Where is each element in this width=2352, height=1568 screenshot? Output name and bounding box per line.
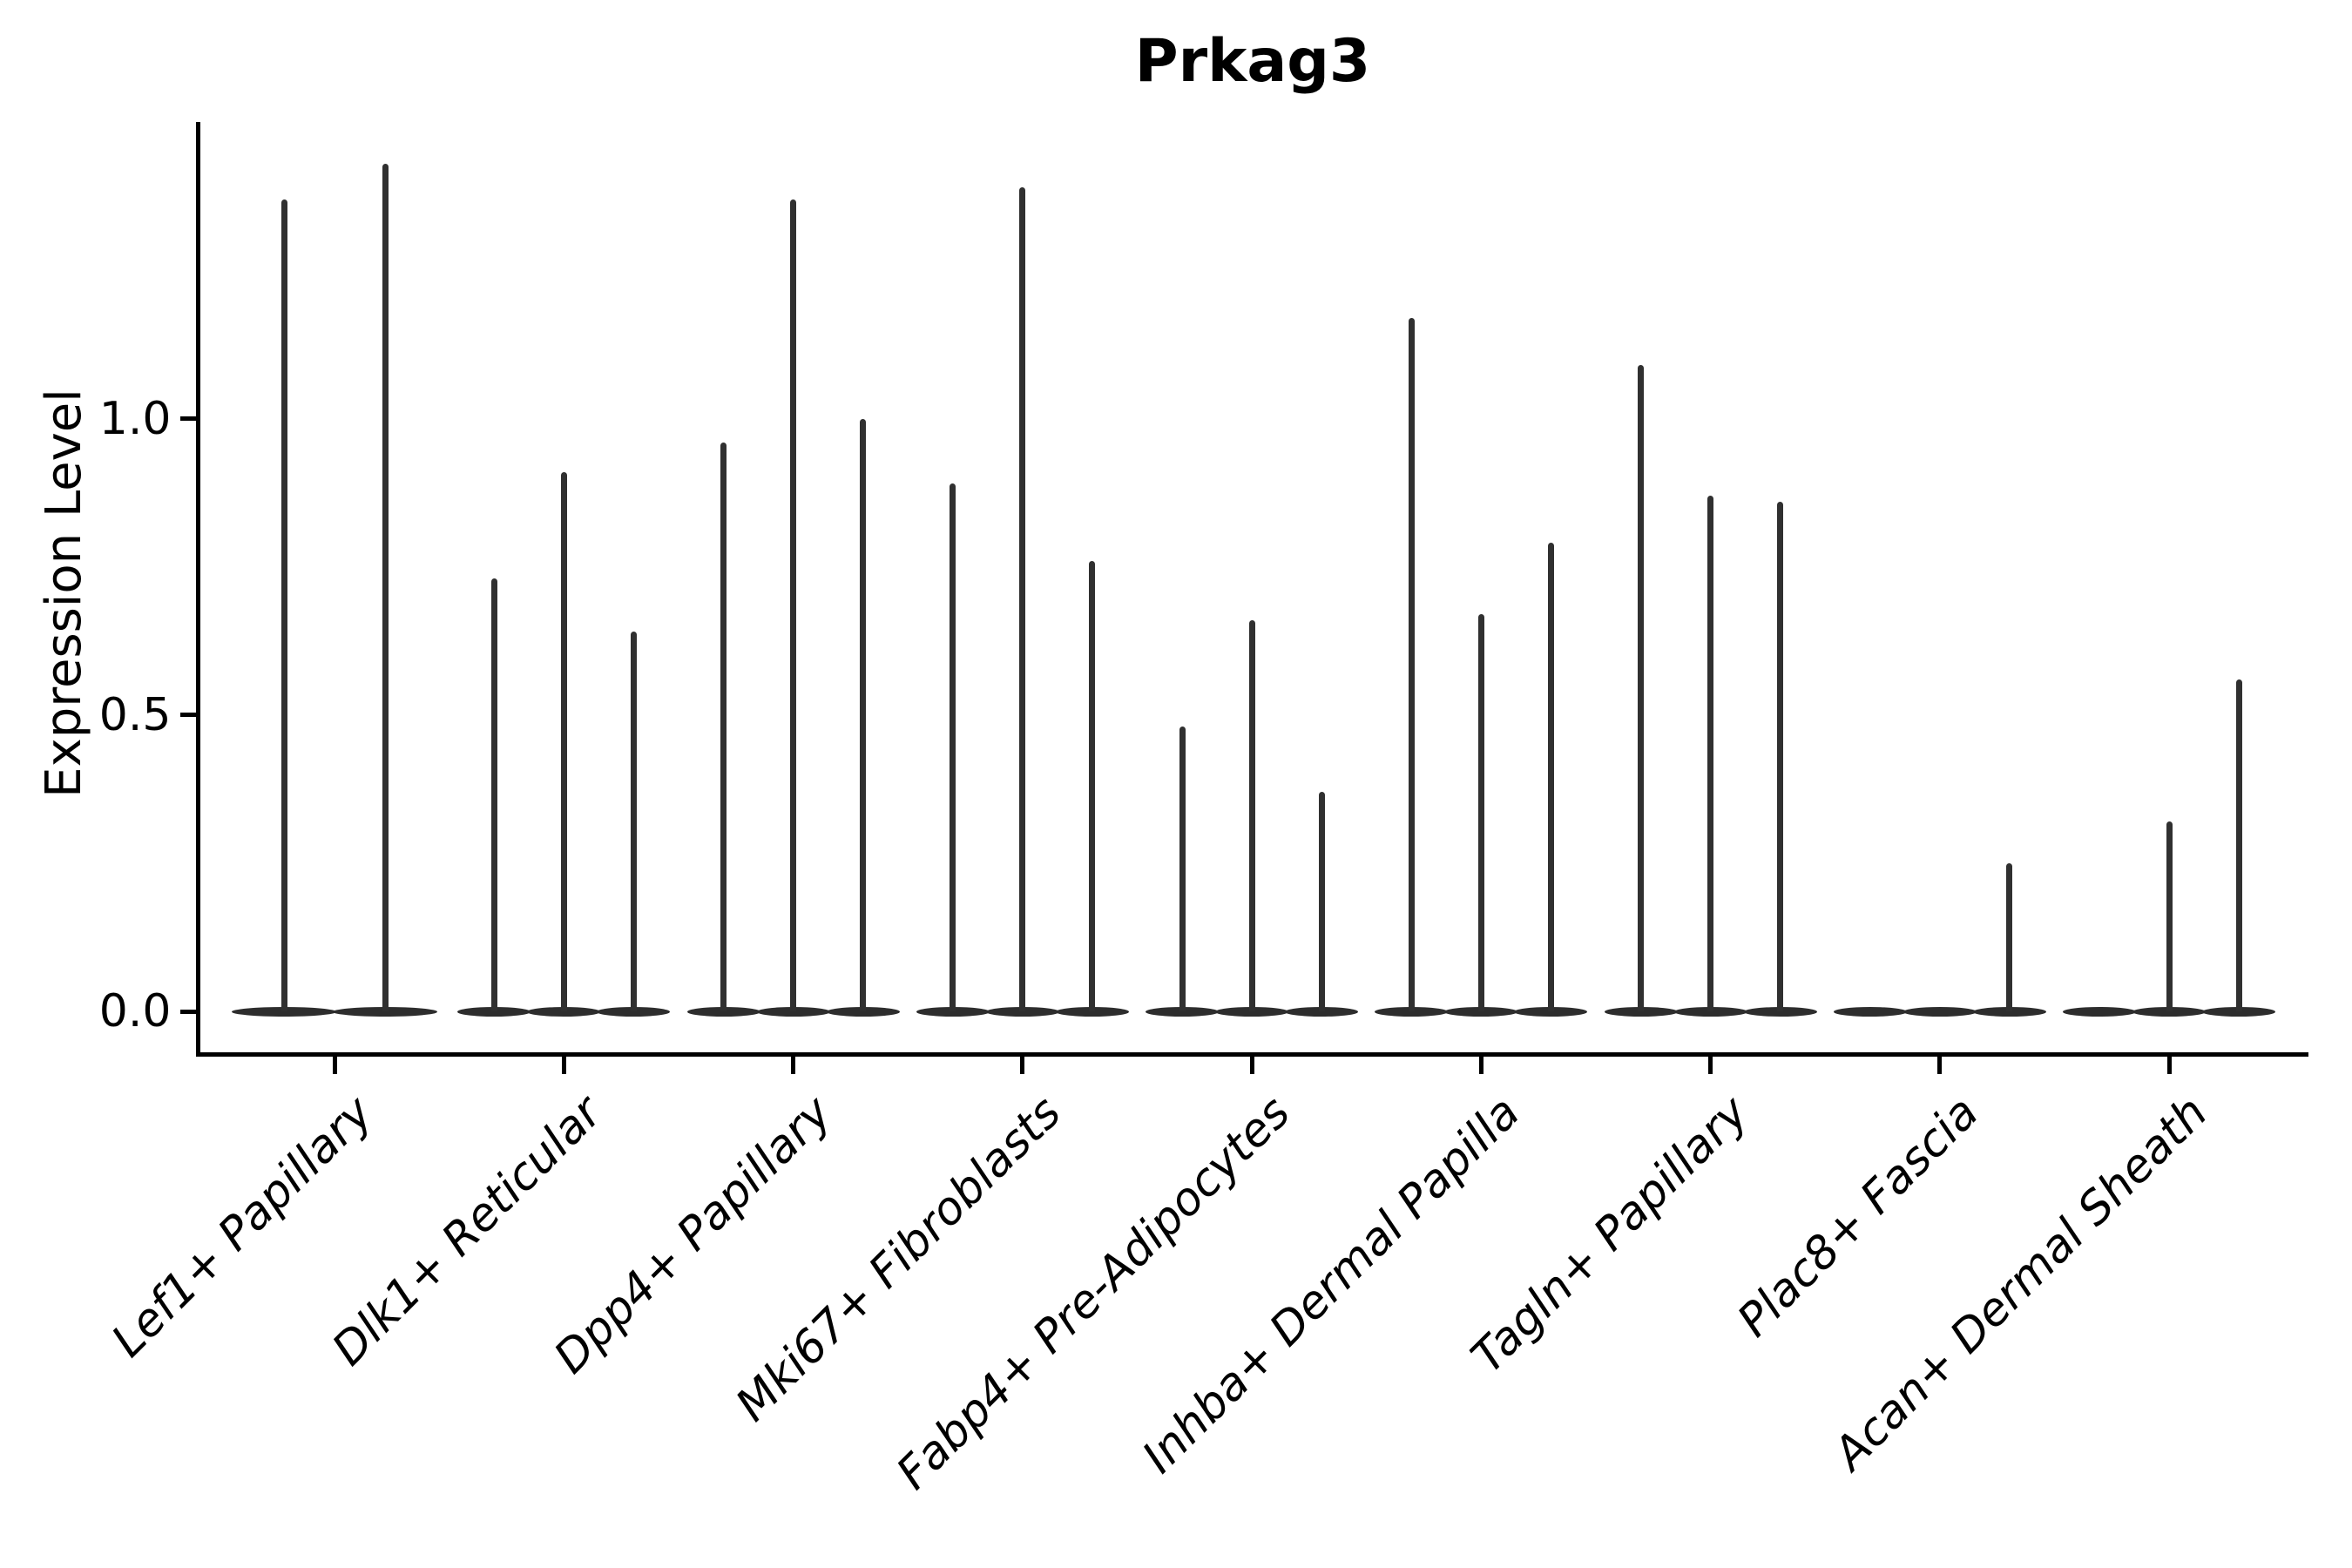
y-tick-mark [179,713,196,718]
violin-body [2202,1006,2275,1017]
violin-spike [1019,187,1026,1011]
y-tick-mark [179,416,196,421]
violin-spike [280,199,287,1011]
violin-spike [1777,501,1783,1011]
violin-body [1055,1006,1129,1017]
violin-spike [790,199,796,1011]
violin-spike [2166,821,2173,1011]
violin-body [457,1006,531,1017]
violin-spike [1089,560,1096,1011]
x-tick-mark [1937,1057,1943,1074]
x-tick-mark [1249,1057,1254,1074]
violin-body [985,1006,1059,1017]
plot-title: Prkag3 [1134,27,1371,96]
violin-body [1833,1006,1907,1017]
violin-spike [1547,543,1554,1011]
violin-body [1604,1006,1678,1017]
violin-spike [490,578,497,1011]
x-axis-spine [195,1052,2308,1057]
x-tick-mark [791,1057,795,1074]
y-tick-label: 1.0 [98,392,172,445]
x-tick-mark [561,1057,566,1074]
violin-spike [1179,727,1186,1011]
x-tick-label: Fabp4+ Pre-Adipocytes [887,1086,1301,1500]
x-tick-label: Acan+ Dermal Sheath [1823,1086,2218,1481]
y-axis-label: Expression Level [36,389,92,798]
violin-body [1285,1006,1358,1017]
x-tick-mark [1478,1057,1484,1074]
violin-spike [1477,614,1484,1011]
violin-body [527,1006,601,1017]
violin-spike [720,442,727,1011]
violin-spike [1707,495,1713,1011]
violin-spike [2006,862,2013,1011]
x-tick-mark [1020,1057,1025,1074]
violin-body [1673,1006,1747,1017]
violin-body [1215,1006,1288,1017]
violin-body [916,1006,990,1017]
y-tick-mark [179,1009,196,1014]
violin-spike [560,471,567,1011]
violin-body [756,1006,830,1017]
violin-spike [1638,365,1644,1011]
y-axis-spine [195,122,200,1057]
violin-spike [1318,792,1325,1011]
violin-spike [630,632,637,1011]
violin-body [1514,1006,1588,1017]
y-tick-label: 0.5 [98,688,172,741]
violin-spike [1408,317,1415,1011]
violin-body [826,1006,900,1017]
violin-body [333,1006,437,1017]
violin-spike [2235,679,2242,1011]
x-tick-mark [332,1057,337,1074]
violin-spike [860,418,866,1011]
x-tick-mark [2166,1057,2172,1074]
violin-body [1444,1006,1518,1017]
x-tick-mark [1708,1057,1713,1074]
x-tick-label: Plac8+ Fascia [1727,1086,1989,1348]
violin-body [2132,1006,2206,1017]
violin-spike [382,163,389,1011]
violin-body [232,1006,336,1017]
violin-body [686,1006,760,1017]
y-tick-label: 0.0 [98,985,172,1037]
violin-body [2063,1006,2136,1017]
violin-body [1743,1006,1817,1017]
violin-body [1375,1006,1449,1017]
violin-body [1903,1006,1977,1017]
violin-spike [1248,619,1255,1011]
violin-spike [950,483,956,1011]
violin-body [1146,1006,1219,1017]
violin-body [1972,1006,2046,1017]
x-tick-label: Inhba+ Dermal Papilla [1132,1086,1530,1484]
violin-body [597,1006,671,1017]
